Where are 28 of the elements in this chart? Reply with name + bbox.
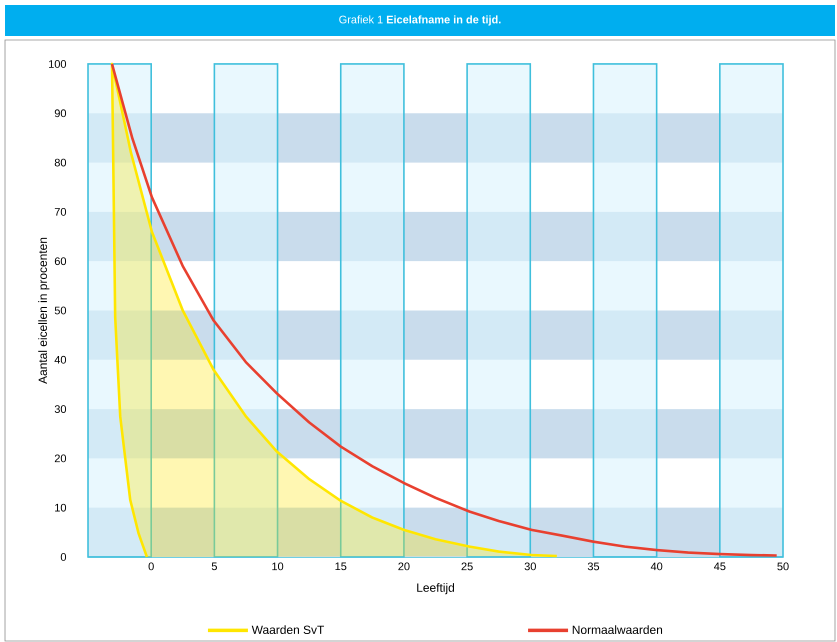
x-tick-label: 40 [650, 562, 662, 570]
y-tick-label: 50 [54, 306, 66, 314]
x-tick-label: 20 [398, 562, 410, 570]
legend-label: Normaalwaarden [572, 625, 662, 634]
line-series [110, 62, 778, 557]
y-tick-label: 30 [54, 405, 66, 413]
x-tick-label: 45 [714, 562, 726, 570]
x-tick-label: 30 [524, 562, 536, 570]
x-tick-label: 5 [212, 562, 217, 570]
x-tick-label: 50 [777, 562, 789, 570]
y-tick-label: 70 [54, 208, 66, 216]
y-axis-title: Aantal eicellen in procenten [38, 238, 50, 384]
x-tick-label: 35 [588, 562, 600, 570]
x-tick-label: 0 [148, 562, 154, 570]
y-tick-label: 0 [60, 553, 66, 561]
y-tick-label: 90 [54, 109, 66, 118]
x-tick-label: 15 [335, 562, 346, 570]
y-tick-label: 40 [54, 356, 66, 364]
y-tick-label: 80 [54, 158, 66, 166]
y-tick-label: 60 [54, 257, 66, 266]
y-tick-label: 100 [49, 60, 66, 68]
legend-label: Waarden SvT [252, 625, 324, 634]
x-tick-label: 10 [272, 562, 284, 570]
y-tick-label: 10 [55, 504, 66, 512]
x-axis-title: Leeftijd [417, 583, 454, 594]
y-tick-label: 20 [54, 454, 66, 462]
chart-title: Grafiek 1 Eicelafname in de tijd. [339, 15, 501, 26]
x-tick-label: 25 [462, 562, 473, 570]
